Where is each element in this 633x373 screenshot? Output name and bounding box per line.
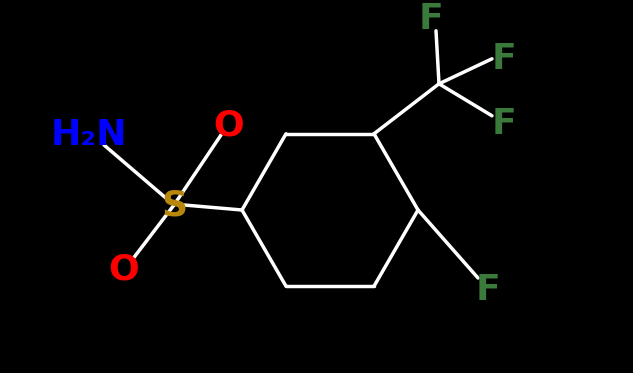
- Text: F: F: [492, 42, 517, 76]
- Text: F: F: [418, 2, 443, 36]
- Text: H₂N: H₂N: [51, 118, 127, 152]
- Text: F: F: [492, 107, 517, 141]
- Text: O: O: [213, 108, 244, 142]
- Text: S: S: [161, 188, 187, 222]
- Text: O: O: [109, 253, 139, 287]
- Text: F: F: [475, 273, 500, 307]
